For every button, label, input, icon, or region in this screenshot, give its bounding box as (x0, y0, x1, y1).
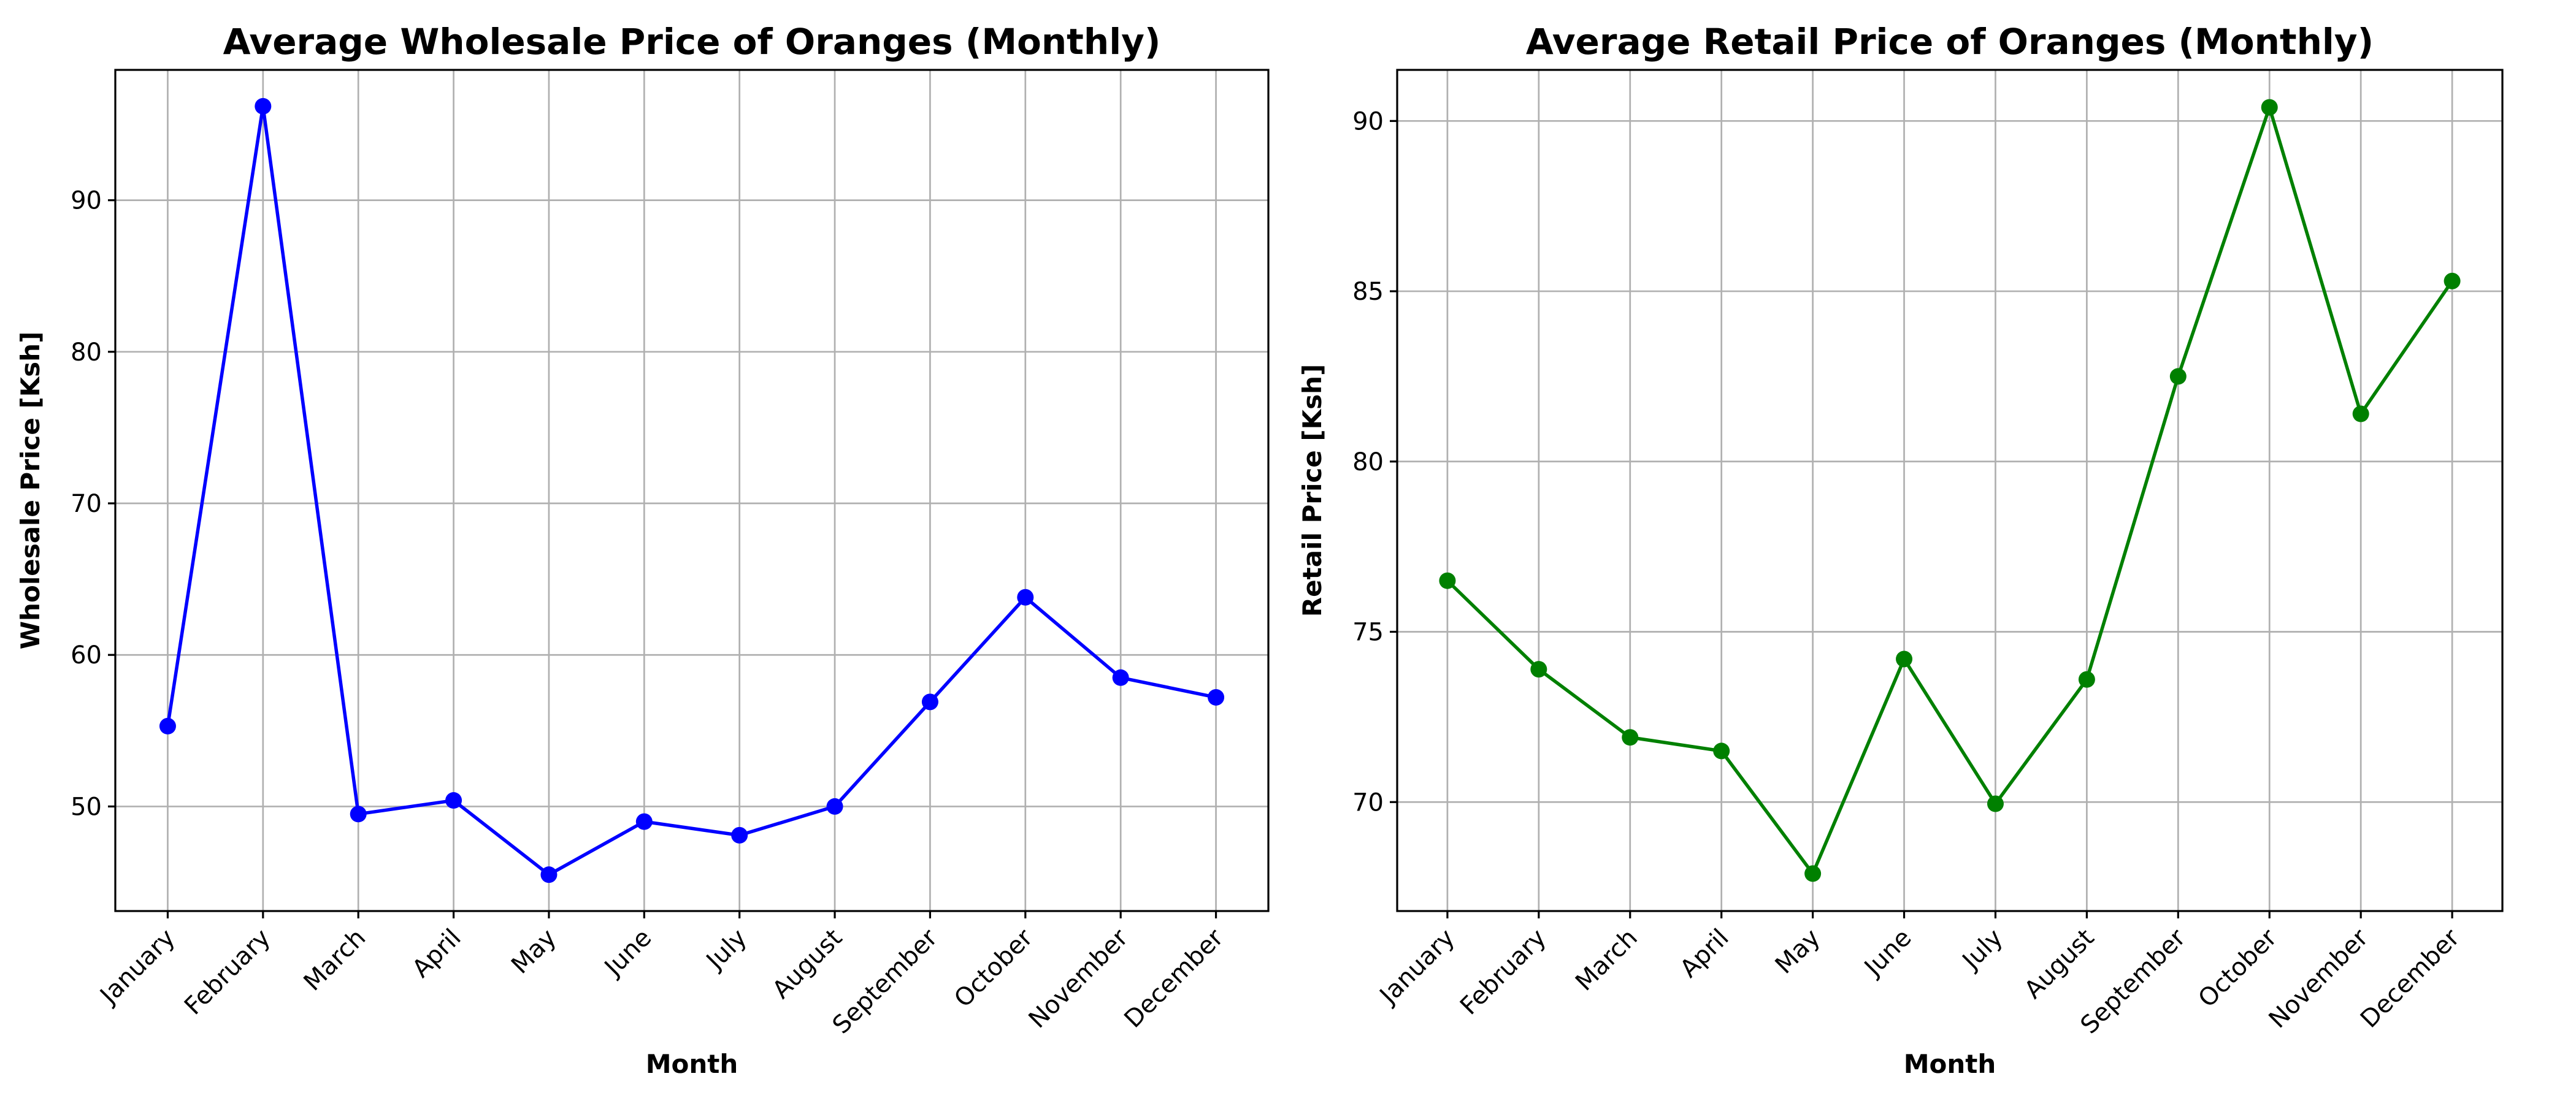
data-point-september (921, 693, 938, 711)
y-tick-label: 70 (1352, 788, 1384, 817)
x-tick-label: July (1956, 924, 2009, 977)
y-tick-label: 80 (1352, 448, 1384, 476)
y-axis-label: Wholesale Price [Ksh] (15, 332, 45, 650)
data-point-august (2078, 671, 2095, 688)
y-tick-label: 90 (71, 187, 102, 215)
plot-frame (114, 69, 1270, 912)
x-tick-label: July (700, 924, 753, 977)
x-tick-label: March (299, 924, 372, 997)
x-tick-label: April (407, 924, 466, 983)
y-tick-label: 85 (1352, 278, 1384, 306)
x-tick-label: August (767, 924, 848, 1005)
data-point-june (1896, 650, 1913, 668)
series-line (1446, 105, 2454, 875)
data-point-june (635, 813, 653, 830)
x-tick-label: February (1455, 924, 1552, 1021)
x-tick-label: February (179, 924, 276, 1021)
x-tick-label: June (598, 924, 657, 983)
data-point-august (826, 798, 843, 815)
data-point-april (1713, 742, 1730, 760)
data-point-september (2169, 368, 2187, 385)
chart-title: Average Retail Price of Oranges (Monthly… (1526, 21, 2374, 63)
data-point-may (540, 866, 558, 883)
y-tick-label: 50 (71, 793, 102, 821)
y-axis-label: Retail Price [Ksh] (1297, 364, 1327, 617)
y-tick-label: 60 (71, 641, 102, 669)
y-tick-label: 90 (1352, 107, 1384, 135)
x-axis-label: Month (646, 1049, 738, 1079)
chart-title: Average Wholesale Price of Oranges (Mont… (223, 21, 1161, 63)
data-point-january (159, 717, 176, 734)
data-point-january (1439, 572, 1456, 589)
data-point-july (731, 826, 748, 844)
x-tick-label: March (1570, 924, 1643, 997)
y-tick-label: 70 (71, 490, 102, 518)
data-point-march (1622, 729, 1639, 746)
x-tick-label: October (949, 923, 1038, 1013)
x-tick-label: May (506, 924, 562, 980)
data-point-november (1112, 669, 1129, 686)
y-tick-label: 75 (1352, 619, 1384, 647)
x-tick-label: May (1770, 924, 1826, 980)
data-point-february (255, 97, 272, 115)
data-point-april (445, 792, 462, 809)
plot-frame (1396, 69, 2504, 912)
x-tick-label: April (1675, 924, 1735, 983)
x-tick-label: December (2355, 923, 2466, 1034)
x-tick-label: December (1119, 923, 1229, 1034)
x-tick-label: January (94, 924, 181, 1011)
data-point-october (2261, 99, 2278, 116)
x-tick-label: January (1373, 924, 1460, 1011)
x-tick-label: November (1024, 923, 1134, 1034)
x-tick-label: November (2264, 923, 2374, 1034)
y-tick-label: 80 (71, 338, 102, 367)
series-line (166, 104, 1217, 877)
data-point-february (1530, 661, 1547, 678)
x-tick-label: June (1858, 924, 1917, 983)
data-point-december (2444, 272, 2461, 289)
data-point-may (1804, 865, 1822, 882)
data-point-july (1987, 795, 2004, 812)
x-tick-label: August (2019, 924, 2100, 1005)
data-point-november (2352, 405, 2369, 422)
data-point-october (1017, 589, 1034, 606)
x-tick-label: October (2193, 923, 2283, 1013)
x-axis-label: Month (1904, 1049, 1996, 1079)
data-point-march (350, 806, 367, 823)
data-point-december (1208, 688, 1225, 706)
